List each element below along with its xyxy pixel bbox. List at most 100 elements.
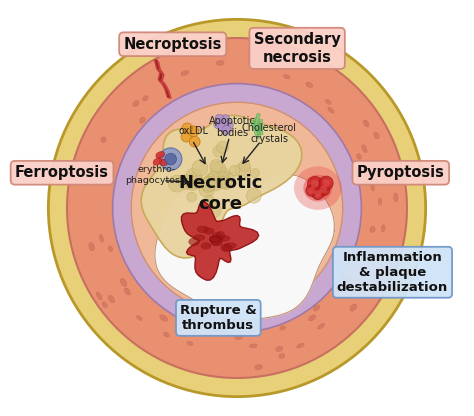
Circle shape <box>319 176 333 190</box>
Ellipse shape <box>211 238 222 246</box>
Ellipse shape <box>223 245 232 251</box>
Circle shape <box>205 174 216 185</box>
Ellipse shape <box>382 225 385 232</box>
Polygon shape <box>155 174 335 320</box>
Ellipse shape <box>313 305 320 311</box>
Circle shape <box>169 175 185 192</box>
Polygon shape <box>182 201 259 280</box>
Circle shape <box>210 159 223 172</box>
Ellipse shape <box>294 166 342 210</box>
Ellipse shape <box>210 236 220 243</box>
Circle shape <box>159 148 182 170</box>
Circle shape <box>202 181 213 193</box>
Circle shape <box>207 175 223 191</box>
Circle shape <box>199 182 214 197</box>
Ellipse shape <box>156 151 164 158</box>
Ellipse shape <box>306 82 313 88</box>
Ellipse shape <box>89 243 94 251</box>
Circle shape <box>250 168 260 178</box>
Circle shape <box>217 141 228 153</box>
Circle shape <box>186 177 200 191</box>
Circle shape <box>239 160 250 171</box>
Circle shape <box>219 177 228 186</box>
Circle shape <box>181 131 192 142</box>
Ellipse shape <box>297 343 304 348</box>
Bar <box>254 113 260 129</box>
Circle shape <box>203 211 213 221</box>
Circle shape <box>215 114 224 124</box>
Circle shape <box>204 201 221 218</box>
Circle shape <box>221 115 230 124</box>
Bar <box>257 123 262 139</box>
Ellipse shape <box>102 302 108 308</box>
Ellipse shape <box>394 193 398 202</box>
Bar <box>250 120 258 136</box>
Text: Inflammation
& plaque
destabilization: Inflammation & plaque destabilization <box>337 251 448 294</box>
Circle shape <box>311 180 319 188</box>
Circle shape <box>216 167 229 181</box>
Text: oxLDL: oxLDL <box>179 126 209 136</box>
Ellipse shape <box>220 236 230 241</box>
Text: Pyroptosis: Pyroptosis <box>357 165 445 180</box>
Ellipse shape <box>100 234 103 243</box>
Ellipse shape <box>283 74 290 79</box>
Circle shape <box>209 171 219 181</box>
Ellipse shape <box>96 292 102 300</box>
Circle shape <box>214 120 223 129</box>
Circle shape <box>182 123 192 134</box>
Circle shape <box>168 154 181 167</box>
Circle shape <box>48 20 426 396</box>
Circle shape <box>235 163 251 178</box>
Ellipse shape <box>345 276 351 282</box>
Circle shape <box>311 187 324 200</box>
Circle shape <box>222 126 231 135</box>
Circle shape <box>202 177 212 187</box>
Ellipse shape <box>378 198 382 205</box>
Ellipse shape <box>318 323 325 329</box>
Circle shape <box>246 188 261 203</box>
Ellipse shape <box>326 99 331 104</box>
Circle shape <box>201 176 217 191</box>
Circle shape <box>210 161 226 176</box>
Polygon shape <box>141 115 302 258</box>
Circle shape <box>188 126 199 137</box>
Circle shape <box>165 153 176 165</box>
Text: Rupture &
thrombus: Rupture & thrombus <box>180 304 257 332</box>
Ellipse shape <box>235 334 243 339</box>
Ellipse shape <box>197 226 209 233</box>
Ellipse shape <box>159 159 168 166</box>
Circle shape <box>191 175 204 189</box>
Ellipse shape <box>374 132 379 139</box>
Ellipse shape <box>374 283 378 289</box>
Circle shape <box>314 190 321 197</box>
Ellipse shape <box>343 272 348 280</box>
Text: Necrotic
core: Necrotic core <box>178 174 263 213</box>
Ellipse shape <box>210 237 219 242</box>
Circle shape <box>309 187 315 194</box>
Ellipse shape <box>363 120 369 127</box>
Circle shape <box>322 179 330 187</box>
Ellipse shape <box>160 315 168 322</box>
Ellipse shape <box>309 315 316 321</box>
Circle shape <box>308 176 322 191</box>
Circle shape <box>319 186 327 193</box>
Ellipse shape <box>276 346 283 352</box>
Ellipse shape <box>350 304 356 311</box>
Ellipse shape <box>153 158 162 165</box>
Ellipse shape <box>279 354 285 359</box>
Ellipse shape <box>101 137 106 143</box>
Ellipse shape <box>164 332 169 337</box>
Ellipse shape <box>280 326 285 330</box>
Ellipse shape <box>193 235 205 240</box>
Ellipse shape <box>255 364 263 370</box>
Circle shape <box>213 146 225 157</box>
Ellipse shape <box>189 238 200 246</box>
Ellipse shape <box>201 243 211 249</box>
Circle shape <box>224 121 233 130</box>
Circle shape <box>229 165 240 176</box>
Circle shape <box>192 160 208 176</box>
Ellipse shape <box>85 165 90 172</box>
Ellipse shape <box>137 315 142 321</box>
Ellipse shape <box>370 226 375 233</box>
Text: Ferroptosis: Ferroptosis <box>15 165 109 180</box>
